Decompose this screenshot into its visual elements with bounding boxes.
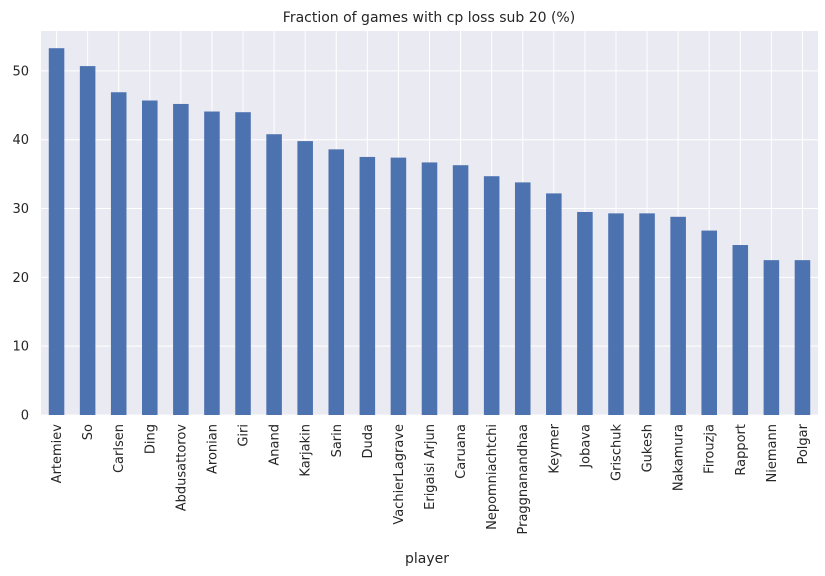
bar	[204, 111, 220, 416]
bar	[452, 165, 469, 415]
bar	[142, 100, 158, 416]
bar	[763, 260, 780, 415]
bar	[794, 260, 811, 415]
x-tick-label: Giri	[237, 424, 252, 447]
x-tick-label: Abdusattorov	[174, 424, 189, 512]
x-tick-label: Carlsen	[112, 424, 127, 473]
bar	[173, 103, 189, 416]
x-tick-label: Rapport	[734, 424, 749, 476]
y-tick-labels: 0 10 20 30 40 50	[12, 64, 29, 423]
x-tick-label: Nepomniachtchi	[485, 424, 500, 530]
x-tick-label: Artemiev	[50, 424, 65, 484]
x-tick-label: So	[81, 424, 96, 440]
bar	[608, 213, 624, 415]
bar	[577, 211, 593, 415]
bar	[110, 92, 127, 415]
x-tick-label: Duda	[361, 424, 376, 458]
bar	[235, 112, 251, 416]
x-tick-label: Polgar	[796, 423, 811, 464]
bar	[483, 176, 500, 415]
x-tick-label: Caruana	[454, 424, 469, 479]
bar	[359, 156, 376, 415]
x-tick-label: Anand	[268, 424, 283, 466]
x-tick-label: Karjakin	[299, 424, 314, 477]
x-axis-label: player	[405, 551, 449, 567]
bar	[639, 213, 655, 415]
bar	[79, 66, 96, 415]
bars	[48, 48, 811, 416]
x-tick-label: Niemann	[765, 424, 780, 482]
bar	[670, 216, 686, 415]
bar	[390, 157, 407, 415]
x-tick-label: Erigaisi Arjun	[423, 424, 438, 510]
bar	[701, 230, 717, 415]
chart-title: Fraction of games with cp loss sub 20 (%…	[283, 10, 575, 26]
y-tick-label: 30	[12, 202, 29, 217]
x-tick-label: Grischuk	[609, 424, 624, 481]
x-tick-label: Nakamura	[672, 424, 687, 491]
bar	[266, 134, 282, 415]
bar	[546, 193, 562, 415]
y-tick-label: 0	[21, 409, 29, 424]
x-tick-label: Jobava	[578, 424, 593, 469]
x-tick-labels: Artemiev So Carlsen Ding Abdusattorov Aronian…	[50, 423, 811, 534]
x-tick-label: Praggnanandhaa	[516, 424, 531, 535]
x-tick-label: Aronian	[205, 424, 220, 474]
x-tick-label: Keymer	[547, 423, 562, 473]
bar	[297, 141, 313, 415]
y-tick-label: 10	[12, 340, 29, 355]
bar	[328, 149, 345, 415]
y-tick-label: 40	[12, 133, 29, 148]
x-tick-label: Firouzja	[703, 424, 718, 474]
x-tick-label: Sarin	[330, 424, 345, 457]
x-tick-label: Gukesh	[641, 424, 656, 472]
x-tick-label: VachierLagrave	[392, 424, 407, 525]
bar	[48, 48, 65, 416]
bar	[421, 162, 438, 415]
bar	[732, 245, 749, 415]
y-tick-label: 20	[12, 271, 29, 286]
bar	[514, 182, 531, 415]
y-tick-label: 50	[12, 64, 29, 79]
x-tick-label: Ding	[143, 424, 158, 454]
